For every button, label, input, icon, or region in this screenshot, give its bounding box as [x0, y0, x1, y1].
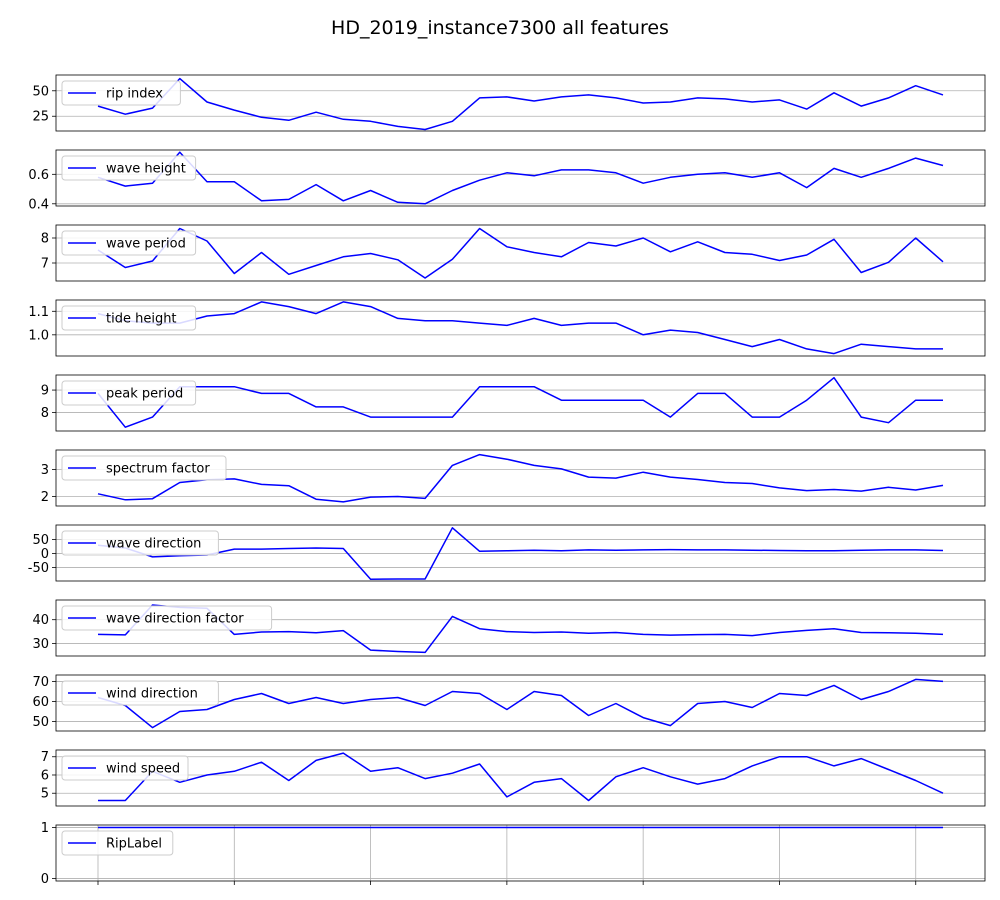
y-tick-label: 2	[41, 490, 49, 505]
axes-frame	[55, 224, 986, 282]
y-tick-label: 40	[32, 613, 49, 628]
series-line-6	[97, 527, 944, 581]
series-line-9	[98, 752, 944, 802]
legend-box	[61, 155, 197, 181]
legend-box	[61, 755, 189, 781]
y-tick-label: 6	[41, 768, 49, 783]
y-tick-label: 9	[41, 384, 49, 399]
legend-box	[61, 830, 174, 856]
y-tick-label: 1.1	[28, 305, 49, 320]
legend-box	[61, 230, 197, 256]
y-tick-label: 3	[41, 463, 49, 478]
y-tick-label: 0.6	[28, 168, 49, 183]
y-tick-label: 8	[41, 232, 49, 247]
y-tick-label: 50	[32, 84, 49, 99]
axes-frame	[55, 824, 986, 882]
panel-8: 50 60 70 wind direction	[32, 674, 986, 732]
legend-label: rip index	[106, 87, 163, 102]
series-line-3	[97, 301, 943, 355]
y-tick-label: 7	[41, 257, 49, 272]
y-tick-label: 8	[41, 406, 49, 421]
axes-frame	[55, 749, 986, 807]
legend-box	[61, 680, 219, 706]
legend-box	[61, 305, 197, 331]
legend-label: wave period	[106, 237, 186, 252]
series-line-0	[97, 77, 944, 131]
panel-3: 1.0 1.1 tide height	[28, 299, 986, 357]
panel-5: 2 3 spectrum factor	[41, 449, 986, 507]
legend-label: RipLabel	[106, 837, 162, 852]
y-tick-label: 5	[41, 787, 49, 802]
y-tick-label: 7	[41, 750, 49, 765]
y-tick-label: 0.4	[28, 197, 49, 212]
legend-box	[61, 455, 227, 481]
legend-box	[61, 380, 197, 406]
legend-label: wave direction factor	[106, 612, 244, 627]
panel-4: 8 9 peak period	[41, 374, 986, 432]
axes-frame	[55, 674, 986, 732]
series-line-2	[97, 227, 944, 279]
legend-label: peak period	[106, 387, 183, 402]
legend-label: tide height	[106, 312, 177, 327]
y-tick-label: 0	[41, 872, 49, 887]
panel-2: 7 8 wave period	[41, 224, 986, 282]
legend-label: wave direction	[106, 537, 201, 552]
y-tick-label: 50	[32, 533, 49, 548]
legend-label: spectrum factor	[106, 462, 210, 477]
legend-label: wind speed	[106, 762, 180, 777]
legend-box	[61, 605, 273, 631]
y-tick-label: 0	[41, 547, 49, 562]
panel-9: 5 6 7 wind speed	[41, 749, 986, 807]
series-line-5	[97, 453, 944, 503]
axes-frame	[55, 449, 986, 507]
legend-box	[61, 530, 219, 556]
legend-label: wind direction	[106, 687, 198, 702]
axes-frame	[55, 149, 986, 207]
panel-0: 25 50 rip index	[32, 74, 986, 132]
axes-frame	[55, 374, 986, 432]
panel-1: 0.4 0.6 wave height	[28, 149, 986, 212]
legend-box	[61, 80, 181, 106]
series-line-1	[97, 151, 944, 205]
axes-frame	[55, 599, 986, 657]
y-tick-label: 70	[32, 675, 49, 690]
axes-frame	[55, 524, 986, 582]
panel-7: 30 40 wave direction factor	[32, 599, 986, 657]
y-tick-label: 1.0	[28, 328, 49, 343]
y-tick-label: 30	[32, 637, 49, 652]
y-tick-label: 50	[32, 715, 49, 730]
y-tick-label: -50	[28, 561, 49, 576]
series-line-8	[97, 678, 944, 729]
series-line-4	[97, 376, 943, 428]
figure-title: HD_2019_instance7300 all features	[331, 17, 669, 39]
y-tick-label: 1	[41, 821, 49, 836]
panel-10: 0 1 RipLabel	[41, 821, 986, 887]
legend-label: wave height	[106, 162, 186, 177]
axes-frame	[55, 74, 986, 132]
series-line-7	[97, 604, 944, 654]
y-tick-label: 25	[32, 110, 49, 125]
y-tick-label: 60	[32, 695, 49, 710]
axes-frame	[55, 299, 986, 357]
